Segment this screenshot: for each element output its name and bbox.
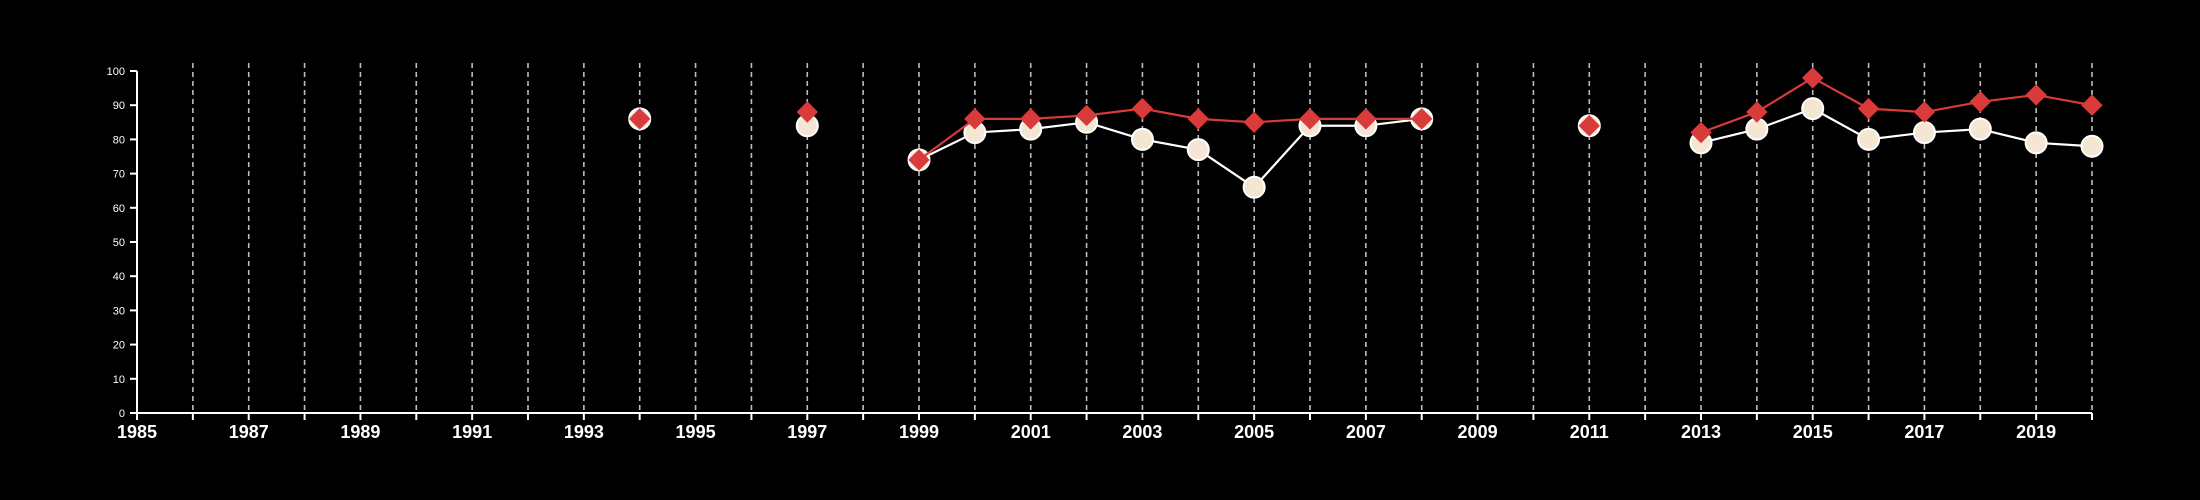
x-tick-label-2009: 2009 [1458,422,1498,442]
x-axis-ticks: 1985 1987 1989 1991 1993 1995 1997 1999 2001 2003… [117,413,2093,442]
y-tick-label-90: 90 [113,100,125,112]
circle-point-2015 [1801,97,1825,121]
diamond-point-2018 [1969,91,1991,113]
diamond-point-2020 [2081,94,2103,116]
x-tick-label-2001: 2001 [1011,422,1051,442]
y-tick-label-50: 50 [113,237,125,249]
series-1-segment-2018 [1924,100,1981,114]
circle-point-2004 [1186,138,1210,162]
circle-point-2019 [2024,131,2048,155]
diamond-point-2013 [1690,121,1712,144]
x-tick-label-1987: 1987 [229,422,269,442]
y-tick-label-40: 40 [113,271,125,283]
y-tick-label-10: 10 [113,374,125,386]
circle-point-2020 [2080,134,2104,158]
x-tick-label-2013: 2013 [1681,422,1721,442]
y-tick-label-60: 60 [113,203,125,215]
series-1-segment-2004 [1142,107,1199,120]
diamond-point-2008 [1411,108,1433,130]
diamond-point-2006 [1299,108,1321,130]
diamond-point-2019 [2025,84,2047,106]
x-tick-label-2015: 2015 [1793,422,1833,442]
diamond-point-2005 [1243,111,1265,134]
series-1-segment-2000 [918,117,976,161]
circle-point-2016 [1857,127,1881,151]
series-1-diamond [629,67,2103,171]
x-tick-label-2007: 2007 [1346,422,1386,442]
circle-point-2003 [1130,127,1154,151]
diamond-point-2011 [1578,115,1600,137]
diamond-point-1994 [629,108,651,130]
x-tick-label-1991: 1991 [452,422,492,442]
series-layer [628,67,2104,199]
x-tick-label-2003: 2003 [1122,422,1162,442]
y-tick-label-20: 20 [113,340,125,352]
series-0-segment-2006 [1253,124,1311,189]
y-tick-label-30: 30 [113,305,125,317]
diamond-point-2004 [1187,108,1209,130]
x-tick-label-1995: 1995 [676,422,716,442]
diamond-point-2003 [1131,97,1154,120]
y-tick-label-80: 80 [113,134,125,146]
diamond-point-2014 [1746,101,1768,123]
series-1-segment-2014 [1700,111,1758,134]
diamond-point-1999 [908,149,930,171]
diamond-point-2016 [1857,97,1880,120]
circle-point-2018 [1968,117,1992,141]
diamond-point-1997 [796,101,818,123]
series-1-segment-2020 [2035,93,2093,107]
y-tick-label-70: 70 [113,169,125,181]
x-tick-label-1993: 1993 [564,422,604,442]
axes [136,71,2092,414]
y-tick-label-0: 0 [119,408,125,420]
x-tick-label-1985: 1985 [117,422,157,442]
circle-point-2005 [1242,175,1266,199]
x-tick-label-2005: 2005 [1234,422,1274,442]
diamond-point-2001 [1020,108,1042,130]
circle-point-2017 [1912,121,1936,145]
diamond-point-2017 [1913,101,1936,123]
x-tick-label-1999: 1999 [899,422,939,442]
x-tick-label-1989: 1989 [340,422,380,442]
x-tick-label-2011: 2011 [1570,422,1609,442]
x-tick-label-1997: 1997 [787,422,827,442]
diamond-point-2002 [1075,104,1098,127]
x-tick-label-2017: 2017 [1904,422,1944,442]
y-axis-ticks: 0 10 20 30 40 50 60 70 80 90 100 [107,66,137,420]
diamond-point-2015 [1802,67,1824,89]
y-tick-label-100: 100 [107,66,125,78]
diamond-point-2007 [1355,108,1377,130]
diamond-point-2000 [964,108,986,130]
x-tick-label-2019: 2019 [2016,422,2056,442]
series-1-segment-2015 [1756,76,1814,113]
series-1-segment-2016 [1812,76,1870,110]
